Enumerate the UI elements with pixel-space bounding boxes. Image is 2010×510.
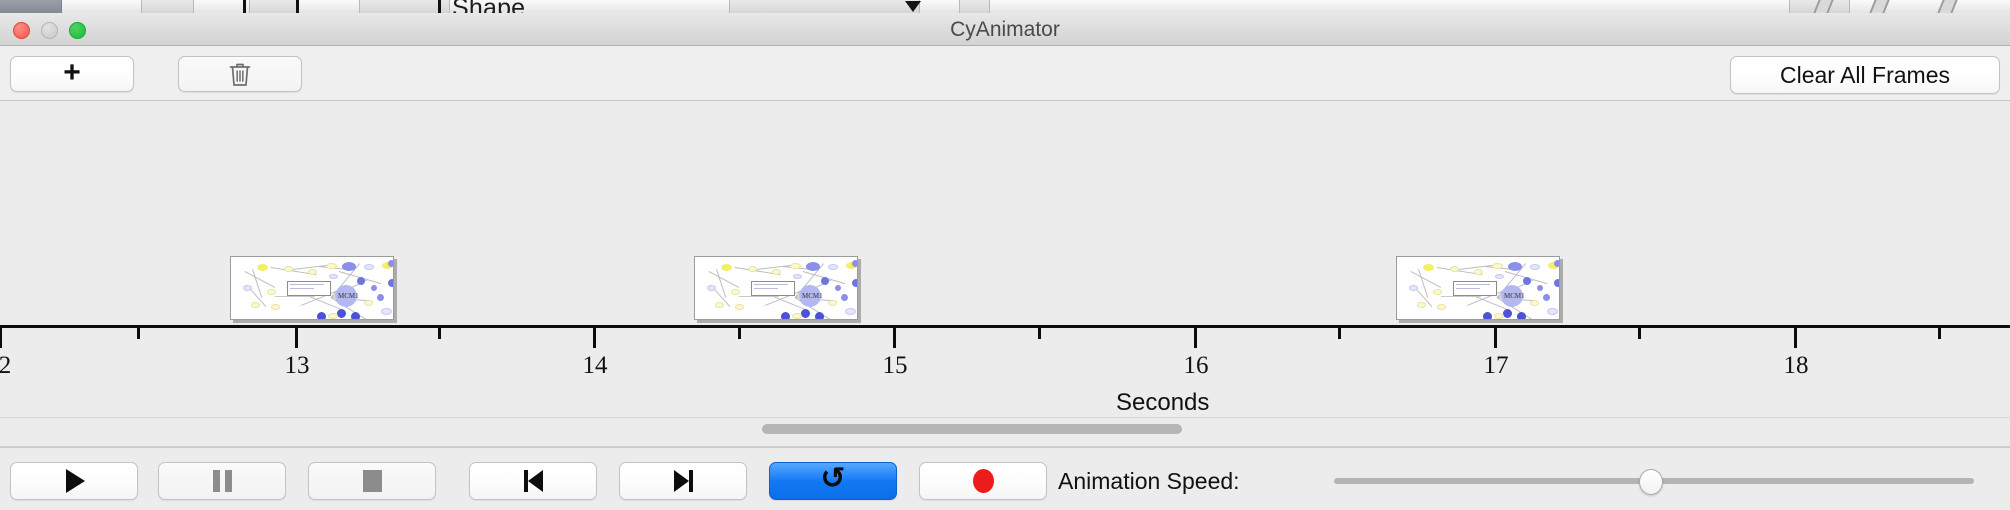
loop-toggle-button[interactable]: ↺ (769, 462, 897, 500)
bg-chunk (62, 0, 142, 13)
minimize-button[interactable] (41, 22, 58, 39)
clear-all-frames-button[interactable]: Clear All Frames (1730, 56, 2000, 94)
window-controls (13, 22, 86, 39)
bg-caret-icon (905, 1, 921, 12)
pause-icon (212, 470, 232, 492)
timeline-scrollbar-thumb[interactable] (762, 424, 1182, 434)
bg-chunk (990, 0, 1790, 13)
network-thumbnail: MCM1 (1397, 257, 1559, 319)
timeline-frame-thumbnail[interactable]: MCM1 (230, 256, 394, 320)
skip-forward-icon (673, 470, 693, 492)
bg-chunk (142, 0, 194, 13)
bg-tick (243, 0, 246, 13)
axis-tick (1038, 328, 1041, 339)
title-bar: CyAnimator (0, 13, 2010, 46)
thumbnail-node-label: MCM1 (1504, 292, 1525, 300)
timeline-frame-thumbnail[interactable]: MCM1 (694, 256, 858, 320)
loop-icon: ↺ (820, 461, 846, 496)
bg-chunk (730, 0, 920, 13)
maximize-button[interactable] (69, 22, 86, 39)
timeline-axis (0, 325, 2010, 328)
bg-chunk (0, 0, 62, 13)
trash-icon (229, 63, 251, 86)
plus-icon: + (63, 55, 81, 89)
axis-tick-label: 14 (582, 352, 608, 379)
play-button[interactable] (10, 462, 138, 500)
axis-tick (1794, 328, 1797, 348)
axis-tick (137, 328, 140, 339)
bg-chunk (960, 0, 990, 13)
axis-tick (295, 328, 298, 348)
add-frame-button[interactable]: + (10, 56, 134, 92)
axis-tick (0, 328, 2, 348)
playback-controls: ↺ Animation Speed: (0, 447, 2010, 510)
axis-tick (1494, 328, 1497, 348)
axis-title: Seconds (1116, 389, 1210, 416)
axis-tick-label: 13 (284, 352, 310, 379)
thumbnail-node-label: MCM1 (338, 292, 359, 300)
stop-icon (362, 470, 382, 492)
bg-chunk (250, 0, 298, 13)
background-window-strip: Shape (0, 0, 2010, 13)
axis-tick-label: 18 (1783, 352, 1809, 379)
bg-tick (296, 0, 299, 13)
animation-speed-slider-handle[interactable] (1639, 469, 1663, 495)
next-frame-button[interactable] (619, 462, 747, 500)
axis-tick-label: 2 (0, 352, 12, 379)
network-thumbnail: MCM1 (695, 257, 857, 319)
bg-tick (438, 0, 441, 13)
bg-chunk (194, 0, 250, 13)
record-icon (972, 469, 994, 493)
delete-frame-button[interactable] (178, 56, 302, 92)
timeline-scrollbar-track[interactable] (0, 417, 2010, 440)
axis-tick-label: 15 (882, 352, 908, 379)
bg-chunk (1850, 0, 2010, 13)
axis-tick (738, 328, 741, 339)
stop-button[interactable] (308, 462, 436, 500)
clear-all-frames-label: Clear All Frames (1780, 61, 1950, 88)
window-title: CyAnimator (950, 18, 1060, 41)
previous-frame-button[interactable] (469, 462, 597, 500)
timeline-panel[interactable]: MCM1 (0, 101, 2010, 447)
close-button[interactable] (13, 22, 30, 39)
axis-tick-label: 16 (1183, 352, 1209, 379)
timeline-frame-thumbnail[interactable]: MCM1 (1396, 256, 1560, 320)
frames-toolbar: + Clear All Frames (0, 46, 2010, 101)
axis-tick (1638, 328, 1641, 339)
bg-chunk (360, 0, 450, 13)
thumbnail-node-label: MCM1 (802, 292, 823, 300)
network-thumbnail: MCM1 (231, 257, 393, 319)
axis-tick (593, 328, 596, 348)
record-button[interactable] (919, 462, 1047, 500)
cyanimator-window: CyAnimator + Clear All Frames (0, 13, 2010, 510)
axis-tick (438, 328, 441, 339)
bg-chunk (298, 0, 360, 13)
bg-chunk (920, 0, 960, 13)
axis-tick (1194, 328, 1197, 348)
animation-speed-label: Animation Speed: (1058, 468, 1240, 494)
pause-button[interactable] (158, 462, 286, 500)
axis-tick (1938, 328, 1941, 339)
skip-back-icon (523, 470, 543, 492)
axis-tick-label: 17 (1483, 352, 1509, 379)
axis-tick (1338, 328, 1341, 339)
bg-chunk (450, 0, 730, 13)
background-window-label: Shape (452, 0, 525, 13)
axis-tick (893, 328, 896, 348)
play-icon (66, 469, 85, 493)
